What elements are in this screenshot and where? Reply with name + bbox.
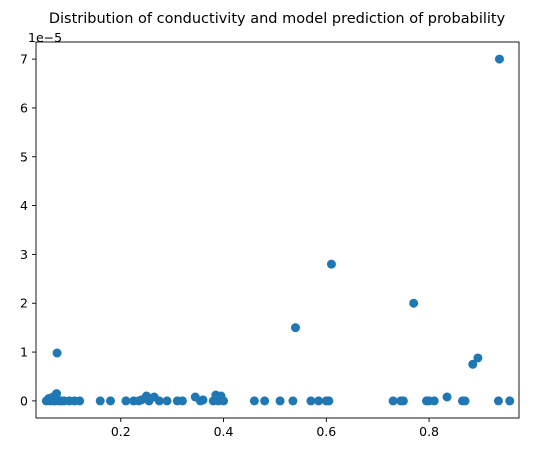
x-tick-label: 0.6 (316, 424, 336, 439)
data-point (290, 323, 300, 333)
y-tick-label: 5 (20, 149, 28, 164)
data-point (177, 396, 187, 406)
data-point (324, 396, 334, 406)
data-point (314, 396, 324, 406)
data-point (121, 396, 131, 406)
y-tick-label: 6 (20, 100, 28, 115)
y-axis-offset-label: 1e−5 (28, 30, 62, 45)
y-tick-label: 3 (20, 247, 28, 262)
data-point (95, 396, 105, 406)
data-point (52, 348, 62, 358)
data-point (154, 396, 164, 406)
data-point (429, 396, 439, 406)
y-tick-label: 4 (20, 198, 28, 213)
data-point (442, 392, 452, 402)
data-point (249, 396, 259, 406)
data-point (468, 359, 478, 369)
x-axis: 0.2 0.4 0.6 0.8 (111, 418, 439, 439)
data-point (493, 396, 503, 406)
x-tick-label: 0.2 (111, 424, 131, 439)
data-point (275, 396, 285, 406)
data-point (494, 54, 504, 64)
data-point (326, 259, 336, 269)
y-tick-label: 0 (20, 393, 28, 408)
data-point (409, 298, 419, 308)
y-axis: 0 1 2 3 4 5 6 7 (20, 52, 36, 408)
data-point (260, 396, 270, 406)
data-point (306, 396, 316, 406)
data-point (288, 396, 298, 406)
data-point (388, 396, 398, 406)
data-point (473, 353, 483, 363)
data-point (219, 396, 229, 406)
x-tick-label: 0.8 (419, 424, 439, 439)
data-point (460, 396, 470, 406)
data-point (106, 396, 116, 406)
x-tick-label: 0.4 (214, 424, 234, 439)
data-point (505, 396, 515, 406)
data-point (52, 389, 62, 399)
data-point (198, 395, 208, 405)
data-points (41, 54, 515, 406)
y-tick-label: 7 (20, 52, 28, 67)
y-tick-label: 1 (20, 345, 28, 360)
y-tick-label: 2 (20, 296, 28, 311)
chart-title: Distribution of conductivity and model p… (49, 11, 506, 27)
data-point (398, 396, 408, 406)
data-point (162, 396, 172, 406)
data-point (75, 396, 85, 406)
plot-area-frame (35, 41, 520, 419)
